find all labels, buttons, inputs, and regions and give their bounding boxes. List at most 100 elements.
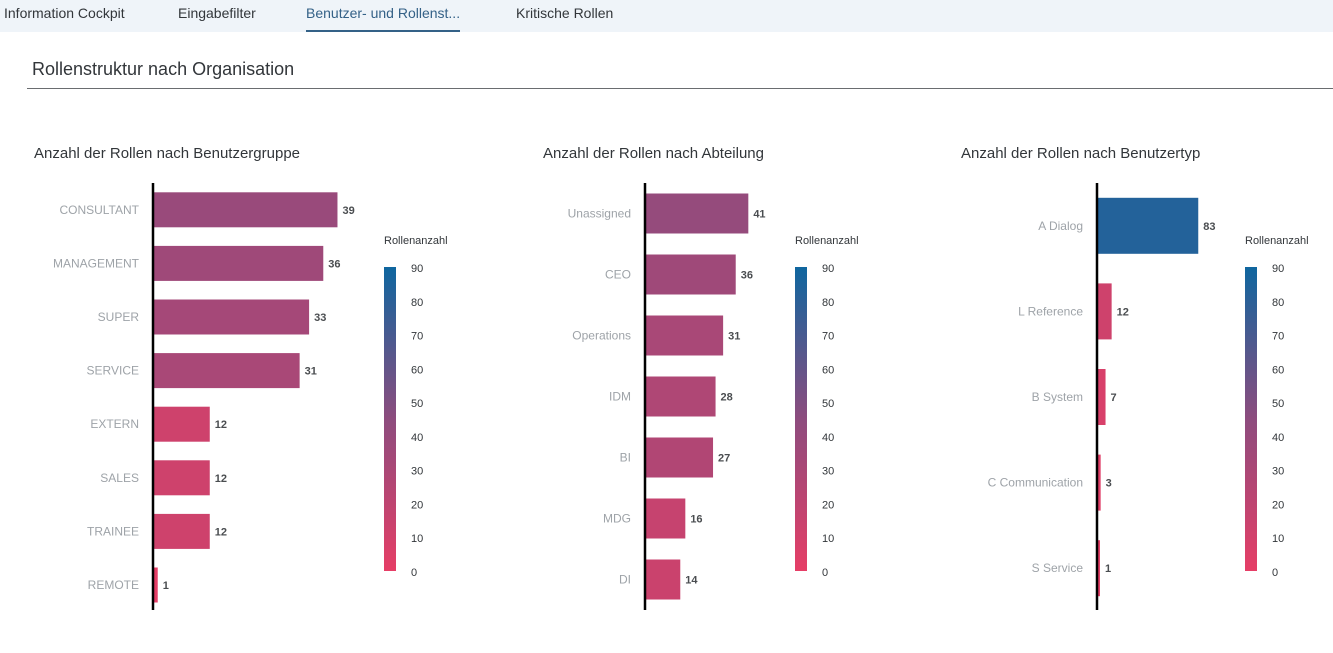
category-label-sales: SALES — [100, 471, 139, 485]
legend-tick-50: 50 — [411, 398, 423, 410]
category-label-service: SERVICE — [87, 364, 139, 378]
category-label-super: SUPER — [98, 310, 140, 324]
bar-l-reference[interactable] — [1097, 283, 1112, 340]
tab-benutzer-und-rollenstruktur[interactable]: Benutzer- und Rollenst... — [306, 0, 461, 32]
legend-tick-0: 0 — [411, 567, 417, 579]
tab-eingabefilter[interactable]: Eingabefilter — [178, 5, 256, 21]
legend-tick-30: 30 — [411, 466, 423, 478]
legend-tick-30: 30 — [1272, 466, 1284, 478]
bar-b-system[interactable] — [1097, 369, 1106, 425]
legend-tick-60: 60 — [822, 364, 834, 376]
data-label-di: 14 — [685, 575, 698, 587]
data-label-a-dialog: 83 — [1203, 221, 1215, 233]
tab-information-cockpit[interactable]: Information Cockpit — [4, 5, 125, 21]
data-label-consultant: 39 — [342, 205, 354, 217]
tab-bar: Information Cockpit Eingabefilter Benutz… — [0, 0, 1333, 32]
chart-title: Anzahl der Rollen nach Benutzergruppe — [34, 145, 300, 162]
category-label-ceo: CEO — [605, 268, 631, 282]
data-label-service: 31 — [305, 366, 317, 378]
legend-tick-70: 70 — [822, 331, 834, 343]
legend-title: Rollenanzahl — [384, 235, 448, 247]
legend-tick-10: 10 — [822, 533, 834, 545]
legend-color-scale — [384, 267, 396, 571]
legend-title: Rollenanzahl — [795, 235, 859, 247]
bar-consultant[interactable] — [153, 192, 338, 228]
bar-s-service[interactable] — [1097, 540, 1100, 597]
section-title: Rollenstruktur nach Organisation — [32, 59, 295, 79]
category-label-extern: EXTERN — [90, 417, 139, 431]
legend-tick-0: 0 — [1272, 567, 1278, 579]
bar-operations[interactable] — [645, 315, 724, 356]
legend-tick-50: 50 — [822, 398, 834, 410]
tab-kritische-rollen[interactable]: Kritische Rollen — [516, 5, 614, 21]
legend-tick-80: 80 — [822, 297, 834, 309]
bar-trainee[interactable] — [153, 513, 210, 549]
category-label-bi: BI — [620, 451, 631, 465]
bar-mdg[interactable] — [645, 498, 686, 539]
legend-tick-20: 20 — [411, 499, 423, 511]
data-label-l-reference: 12 — [1117, 306, 1129, 318]
data-label-bi: 27 — [718, 453, 730, 465]
bar-management[interactable] — [153, 245, 324, 281]
section-divider — [27, 88, 1333, 89]
legend-tick-60: 60 — [1272, 364, 1284, 376]
bar-a-dialog[interactable] — [1097, 197, 1199, 254]
bar-extern[interactable] — [153, 406, 210, 442]
legend-tick-30: 30 — [822, 466, 834, 478]
legend-tick-20: 20 — [822, 499, 834, 511]
data-label-ceo: 36 — [741, 270, 753, 282]
data-label-trainee: 12 — [215, 526, 227, 538]
category-label-c-communication: C Communication — [988, 476, 1083, 490]
data-label-management: 36 — [328, 258, 340, 270]
category-label-consultant: CONSULTANT — [59, 203, 139, 217]
data-label-idm: 28 — [721, 392, 733, 404]
data-label-extern: 12 — [215, 419, 227, 431]
data-label-sales: 12 — [215, 473, 227, 485]
legend-tick-60: 60 — [411, 364, 423, 376]
data-label-b-system: 7 — [1111, 392, 1117, 404]
bar-unassigned[interactable] — [645, 193, 749, 234]
legend-title: Rollenanzahl — [1245, 235, 1309, 247]
legend-tick-80: 80 — [1272, 297, 1284, 309]
category-label-operations: Operations — [572, 329, 631, 343]
bar-ceo[interactable] — [645, 254, 736, 295]
legend-tick-40: 40 — [1272, 432, 1284, 444]
legend-color-scale — [1245, 267, 1257, 571]
legend-tick-70: 70 — [411, 331, 423, 343]
data-label-unassigned: 41 — [753, 209, 765, 221]
category-label-management: MANAGEMENT — [53, 256, 140, 270]
category-label-remote: REMOTE — [88, 578, 139, 592]
bar-c-communication[interactable] — [1097, 454, 1101, 511]
category-label-s-service: S Service — [1032, 561, 1084, 575]
bar-sales[interactable] — [153, 460, 210, 496]
category-label-b-system: B System — [1032, 390, 1083, 404]
legend-tick-0: 0 — [822, 567, 828, 579]
category-label-di: DI — [619, 573, 631, 587]
legend-color-scale — [795, 267, 807, 571]
chart-title: Anzahl der Rollen nach Benutzertyp — [961, 145, 1200, 162]
bar-service[interactable] — [153, 353, 300, 389]
data-label-super: 33 — [314, 312, 326, 324]
category-label-unassigned: Unassigned — [568, 207, 631, 221]
bar-di[interactable] — [645, 559, 681, 600]
legend-tick-50: 50 — [1272, 398, 1284, 410]
legend-tick-90: 90 — [411, 263, 423, 275]
bar-bi[interactable] — [645, 437, 714, 478]
bar-idm[interactable] — [645, 376, 716, 417]
legend-tick-40: 40 — [822, 432, 834, 444]
data-label-mdg: 16 — [690, 514, 702, 526]
data-label-c-communication: 3 — [1106, 478, 1112, 490]
bar-super[interactable] — [153, 299, 310, 335]
legend-tick-40: 40 — [411, 432, 423, 444]
category-label-mdg: MDG — [603, 512, 631, 526]
data-label-s-service: 1 — [1105, 563, 1111, 575]
data-label-remote: 1 — [163, 580, 169, 592]
bar-remote[interactable] — [153, 567, 158, 603]
legend-tick-70: 70 — [1272, 331, 1284, 343]
data-label-operations: 31 — [728, 331, 740, 343]
category-label-l-reference: L Reference — [1018, 304, 1083, 318]
legend-tick-90: 90 — [822, 263, 834, 275]
